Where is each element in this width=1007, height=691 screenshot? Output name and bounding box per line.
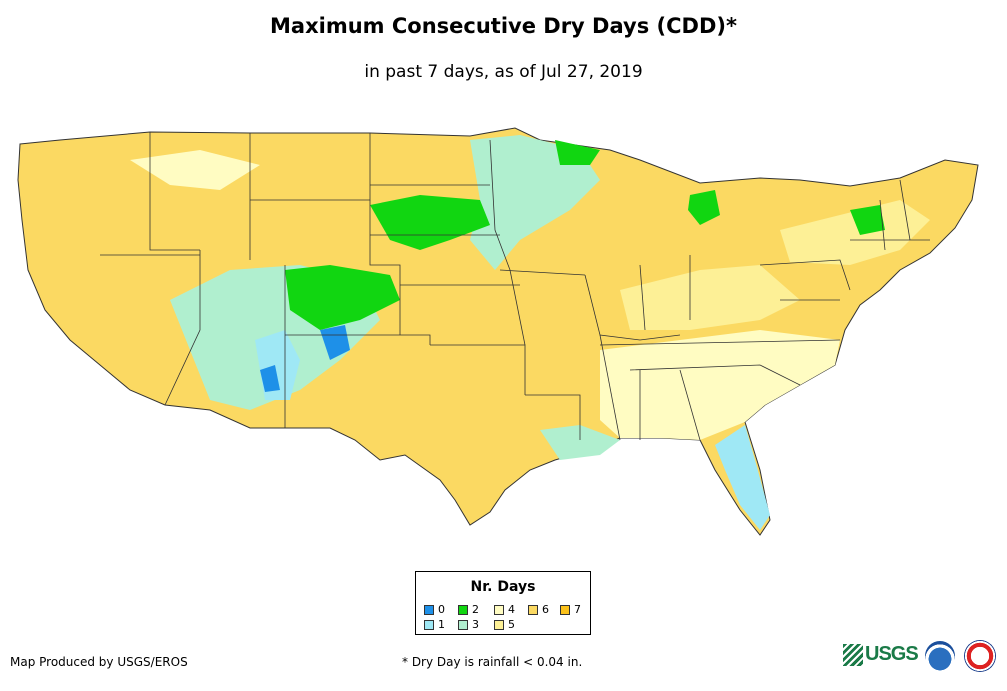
zone-0-arizona	[260, 365, 280, 392]
legend-label: 4	[508, 603, 515, 616]
usgs-logo: USGS	[843, 643, 919, 666]
state-boundaries	[100, 132, 930, 441]
zone-2-newengland	[850, 205, 885, 235]
legend-swatch	[458, 605, 468, 615]
legend-item-4: 4	[494, 604, 515, 616]
legend-item-1: 1	[424, 619, 445, 631]
legend-title: Nr. Days	[470, 579, 536, 595]
usgs-wave-icon	[843, 643, 863, 666]
usgs-logo-text: USGS	[865, 643, 919, 665]
legend-swatch	[424, 620, 434, 630]
legend: Nr. Days 0 1 2 3 4 5 6 7	[415, 571, 591, 635]
legend-item-6: 6	[528, 604, 549, 616]
zone-5-ohio	[620, 265, 800, 330]
legend-swatch	[494, 620, 504, 630]
legend-label: 2	[472, 603, 479, 616]
zone-3-gulf	[540, 425, 620, 460]
zone-2-michigan	[688, 190, 720, 225]
legend-item-2: 2	[458, 604, 479, 616]
legend-swatch	[560, 605, 570, 615]
zone-2-dakotas	[370, 195, 490, 250]
zone-3-minnesota	[470, 135, 600, 270]
dry-day-footnote: * Dry Day is rainfall < 0.04 in.	[402, 655, 583, 669]
zone-5-northeast	[780, 200, 930, 265]
zone-2-wisconsin	[555, 140, 600, 165]
nws-logo-icon	[964, 640, 996, 672]
legend-label: 0	[438, 603, 445, 616]
noaa-logo-icon	[925, 641, 955, 671]
legend-label: 6	[542, 603, 549, 616]
legend-item-0: 0	[424, 604, 445, 616]
map-title: Maximum Consecutive Dry Days (CDD)*	[270, 14, 737, 38]
zone-0-newmexico	[320, 325, 350, 360]
legend-swatch	[494, 605, 504, 615]
legend-swatch	[458, 620, 468, 630]
map-credit: Map Produced by USGS/EROS	[10, 655, 188, 669]
legend-item-3: 3	[458, 619, 479, 631]
legend-swatch	[528, 605, 538, 615]
zone-4-southeast	[600, 330, 840, 440]
zone-4-northwest	[130, 150, 260, 190]
us-cdd-map	[17, 127, 979, 536]
legend-label: 7	[574, 603, 581, 616]
zone-1-florida	[715, 425, 770, 530]
legend-item-5: 5	[494, 619, 515, 631]
zone-2-colorado	[285, 265, 400, 330]
legend-label: 1	[438, 618, 445, 631]
legend-label: 5	[508, 618, 515, 631]
legend-item-7: 7	[560, 604, 581, 616]
legend-label: 3	[472, 618, 479, 631]
map-subtitle: in past 7 days, as of Jul 27, 2019	[364, 62, 643, 82]
legend-swatch	[424, 605, 434, 615]
